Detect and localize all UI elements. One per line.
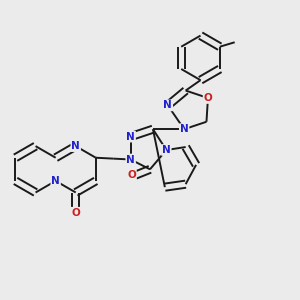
Text: N: N bbox=[162, 145, 171, 155]
Text: O: O bbox=[204, 93, 212, 103]
Text: N: N bbox=[126, 132, 135, 142]
Text: N: N bbox=[126, 154, 135, 164]
Text: N: N bbox=[180, 124, 189, 134]
Text: N: N bbox=[164, 100, 172, 110]
Text: N: N bbox=[71, 141, 80, 151]
Text: O: O bbox=[127, 170, 136, 180]
Text: O: O bbox=[71, 208, 80, 218]
Text: N: N bbox=[51, 176, 60, 186]
